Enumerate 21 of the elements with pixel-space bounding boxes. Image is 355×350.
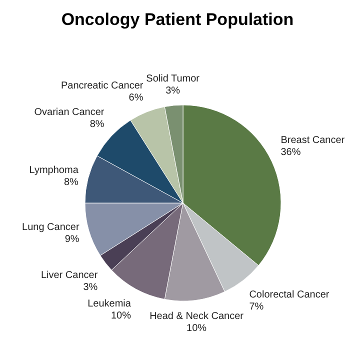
slice-label: Pancreatic Cancer bbox=[60, 80, 144, 92]
slice-label: Breast Cancer bbox=[280, 135, 346, 146]
data-label: 36% bbox=[280, 147, 301, 158]
data-label: 8% bbox=[64, 177, 78, 188]
data-label: 7% bbox=[249, 301, 264, 312]
data-label: 10% bbox=[186, 323, 207, 334]
data-label: 9% bbox=[64, 234, 80, 246]
slice-label: Solid Tumor bbox=[146, 73, 200, 84]
data-label: 3% bbox=[83, 282, 98, 294]
data-label: 6% bbox=[128, 92, 144, 104]
slice-label: Liver Cancer bbox=[40, 270, 98, 282]
data-label: 3% bbox=[166, 85, 180, 96]
slice-label: Ovarian Cancer bbox=[34, 107, 105, 118]
slice-label: Head & Neck Cancer bbox=[150, 311, 244, 322]
slice-label: Lymphoma bbox=[29, 165, 79, 176]
data-label: 8% bbox=[90, 119, 104, 130]
slice-label: Leukemia bbox=[88, 298, 132, 310]
slice-label: Colorectal Cancer bbox=[249, 289, 330, 300]
chart-title: Oncology Patient Population bbox=[60, 9, 295, 31]
data-label: 10% bbox=[110, 310, 132, 322]
slice-label: Lung Cancer bbox=[22, 222, 80, 234]
